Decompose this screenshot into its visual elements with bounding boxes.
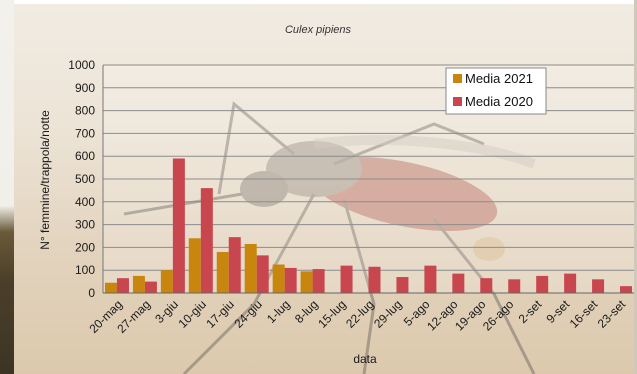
bar-media-2020 <box>396 277 409 293</box>
x-tick-label: 23-set <box>595 297 629 331</box>
bar-media-2020 <box>256 255 269 293</box>
x-tick-label: 29-lug <box>371 297 404 330</box>
y-axis-title: N° femmine/trappola/notte <box>38 110 52 250</box>
mosquito-silhouette <box>123 101 536 374</box>
bar-media-2020 <box>536 275 549 293</box>
bar-media-2020 <box>172 158 185 293</box>
x-tick-label: 2-set <box>516 297 545 326</box>
y-tick-label: 100 <box>75 263 95 277</box>
bar-media-2020 <box>144 281 157 293</box>
legend: Media 2021 Media 2020 <box>445 67 547 115</box>
bar-media-2020 <box>340 265 353 293</box>
y-tick-label: 200 <box>75 240 95 254</box>
bar-media-2021 <box>300 271 313 293</box>
bar-media-2021 <box>188 238 201 293</box>
y-tick-labels: 0 100 200 300 400 500 600 700 800 900 1000 <box>68 58 95 300</box>
bar-media-2020 <box>116 278 129 293</box>
legend-label-media-2021: Media 2021 <box>465 71 533 86</box>
frame-edge <box>634 0 637 374</box>
bar-media-2021 <box>244 243 257 293</box>
bar-media-2020 <box>592 279 605 293</box>
bar-media-2021 <box>216 251 229 293</box>
legend-swatch-media-2021 <box>453 74 462 83</box>
bar-media-2021 <box>272 264 285 293</box>
y-tick-label: 300 <box>75 218 95 232</box>
x-tick-label: 16-set <box>567 297 601 331</box>
x-tick-label: 15-lug <box>315 297 348 330</box>
x-tick-label: 1-lug <box>264 297 293 326</box>
x-axis-title: data <box>353 352 377 366</box>
legend-label-media-2020: Media 2020 <box>465 94 533 109</box>
y-tick-label: 600 <box>75 149 95 163</box>
bar-media-2020 <box>480 278 493 293</box>
y-tick-label: 0 <box>88 286 95 300</box>
x-tick-label: 24-giu <box>231 297 264 330</box>
mosquito-photo-background <box>14 4 637 374</box>
legend-swatch-media-2020 <box>453 97 462 106</box>
y-tick-label: 900 <box>75 81 95 95</box>
bar-media-2020 <box>312 269 325 293</box>
y-tick-label: 500 <box>75 172 95 186</box>
bar-media-2021 <box>132 275 145 293</box>
legend-box <box>445 67 547 115</box>
bar-media-2020 <box>424 265 437 293</box>
bar-media-2020 <box>368 266 381 293</box>
x-tick-label: 26-ago <box>480 297 517 334</box>
y-tick-label: 400 <box>75 195 95 209</box>
chart-title: Culex pipiens <box>285 24 352 36</box>
bar-media-2020 <box>620 286 633 293</box>
y-tick-label: 700 <box>75 126 95 140</box>
y-tick-label: 1000 <box>68 58 95 72</box>
bar-media-2021 <box>104 282 117 293</box>
bar-media-2021 <box>160 270 173 293</box>
x-tick-label: 22-lug <box>343 297 376 330</box>
x-tick-label: 17-giu <box>203 297 236 330</box>
bar-media-2020 <box>564 273 577 293</box>
y-tick-label: 800 <box>75 104 95 118</box>
background-photo-strip <box>0 0 14 374</box>
bar-media-2020 <box>452 273 465 293</box>
bar-media-2020 <box>228 237 241 293</box>
bar-media-2020 <box>508 279 521 293</box>
x-tick-label: 10-giu <box>175 297 208 330</box>
bars <box>104 158 633 293</box>
bar-media-2020 <box>284 267 297 293</box>
bar-media-2020 <box>200 188 213 293</box>
